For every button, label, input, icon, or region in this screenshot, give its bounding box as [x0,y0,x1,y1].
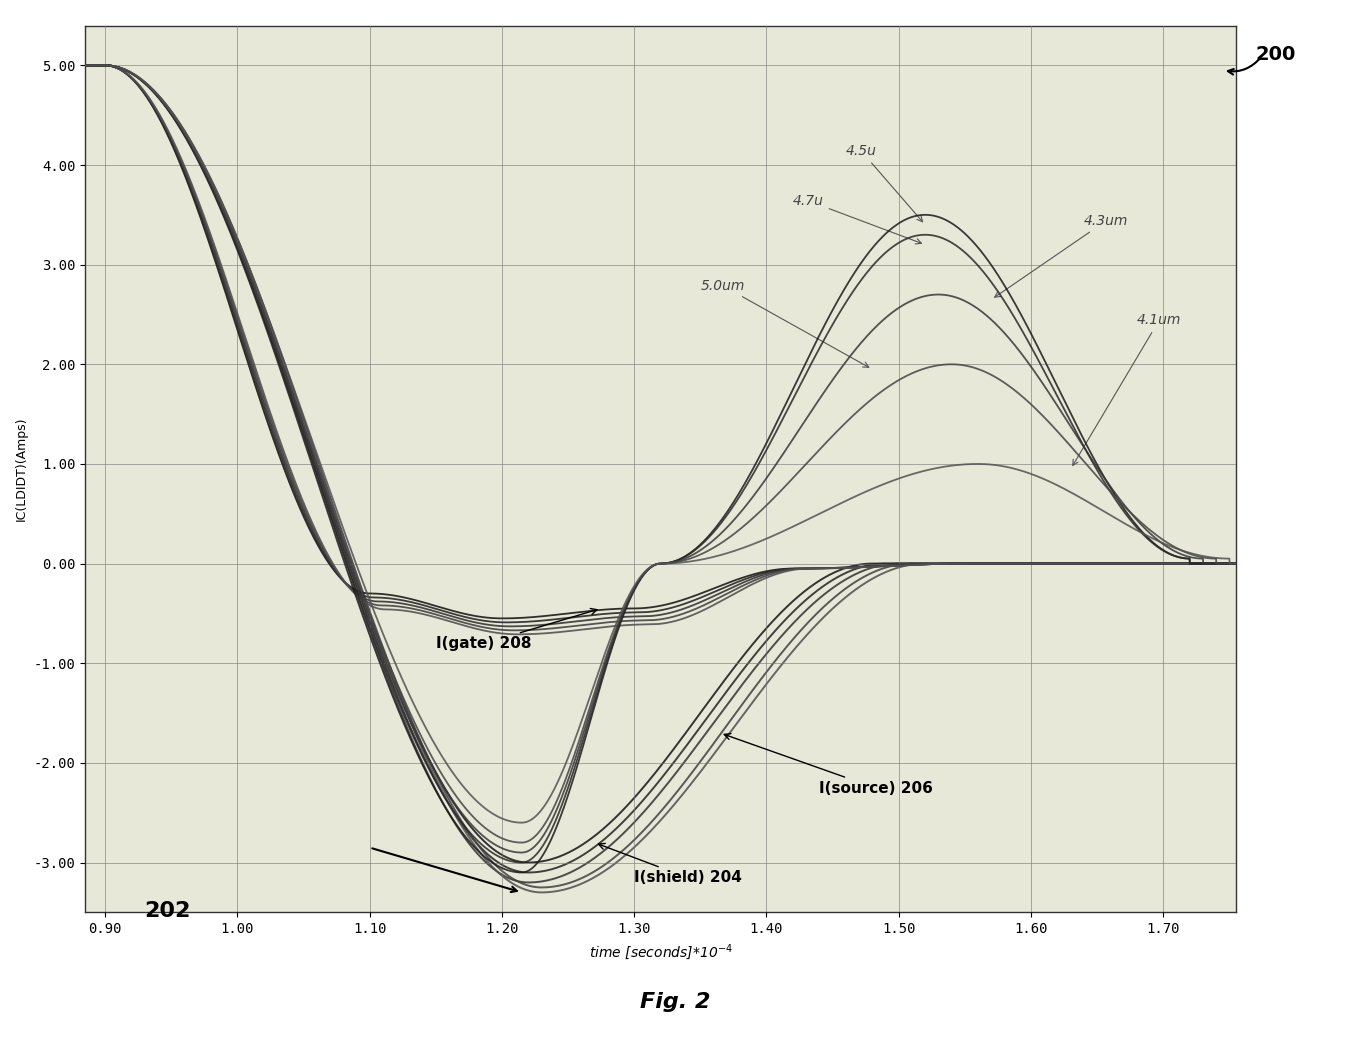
Text: 4.7u: 4.7u [792,194,922,244]
Text: 4.3um: 4.3um [995,214,1129,297]
Text: 4.5u: 4.5u [846,144,922,222]
Text: 202: 202 [144,901,192,921]
Text: I(source) 206: I(source) 206 [724,734,933,796]
Text: 5.0um: 5.0um [701,278,869,367]
Text: Fig. 2: Fig. 2 [640,992,710,1012]
Text: I(shield) 204: I(shield) 204 [598,843,742,885]
Y-axis label: IC(LDIDT)(Amps): IC(LDIDT)(Amps) [15,417,28,521]
X-axis label: time [seconds]*10$^{-4}$: time [seconds]*10$^{-4}$ [589,942,733,962]
Text: 4.1um: 4.1um [1073,314,1181,465]
Text: 200: 200 [1256,45,1296,64]
Text: I(gate) 208: I(gate) 208 [436,609,597,651]
